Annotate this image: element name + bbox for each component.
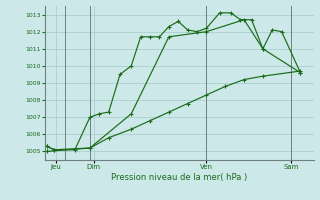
X-axis label: Pression niveau de la mer( hPa ): Pression niveau de la mer( hPa ) [111, 173, 247, 182]
